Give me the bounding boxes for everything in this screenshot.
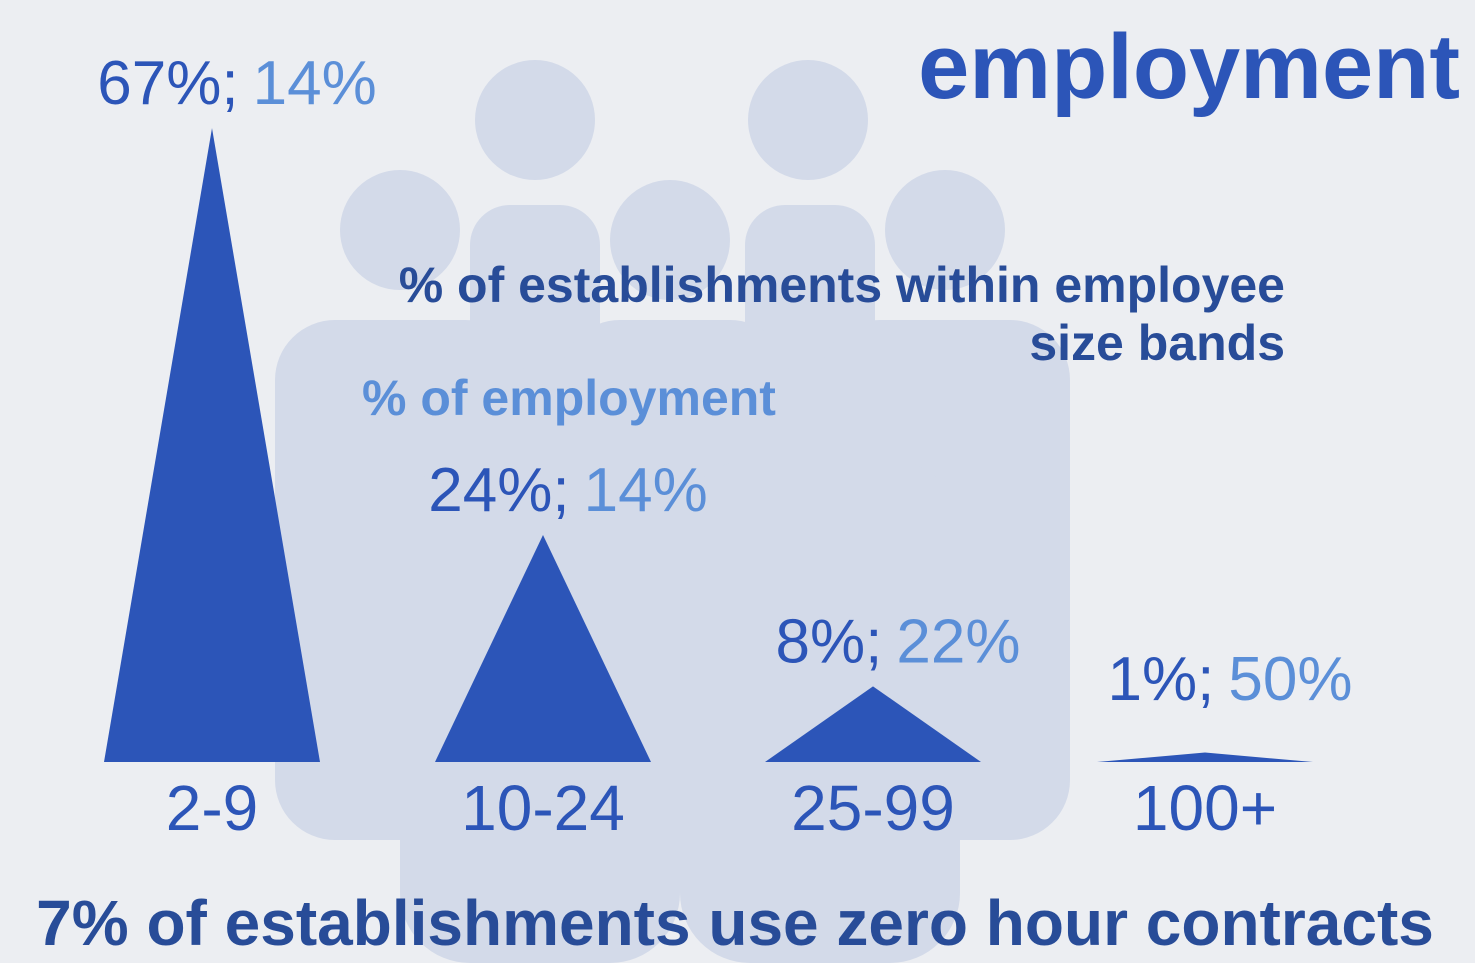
triangle — [435, 534, 651, 762]
chart-title: employment — [918, 16, 1460, 118]
legend-entry: % of employment — [362, 370, 776, 426]
category-label: 25-99 — [791, 772, 955, 844]
category-label: 10-24 — [461, 772, 625, 844]
employment-label: 14% — [584, 456, 708, 525]
value-label: 8%; 22% — [776, 607, 1021, 676]
employment-label: 22% — [896, 607, 1020, 676]
establishment-label: 24% — [428, 456, 552, 525]
separator: ; — [1197, 645, 1214, 714]
legend-text: % of establishments within employee — [399, 257, 1285, 313]
annotation: 7% of establishments use zero hour contr… — [36, 887, 1434, 959]
triangle — [1097, 752, 1313, 762]
employment-label: 14% — [253, 49, 377, 118]
establishment-label: 67% — [97, 49, 221, 118]
separator: ; — [865, 607, 882, 676]
value-label: 67%; 14% — [97, 49, 376, 118]
legend-text-wrap: size bands — [1029, 315, 1285, 371]
people-illustration — [275, 60, 1070, 963]
category-label: 2-9 — [166, 772, 259, 844]
separator: ; — [221, 49, 238, 118]
category-label: 100+ — [1133, 772, 1277, 844]
establishment-label: 8% — [776, 607, 866, 676]
separator: ; — [552, 456, 569, 525]
employment-label: 50% — [1228, 645, 1352, 714]
value-label: 24%; 14% — [428, 456, 707, 525]
triangle — [104, 128, 320, 762]
triangle — [765, 686, 981, 762]
establishment-label: 1% — [1108, 645, 1198, 714]
legend-entry: % of establishments within employee size … — [399, 257, 1285, 371]
value-label: 1%; 50% — [1108, 645, 1353, 714]
